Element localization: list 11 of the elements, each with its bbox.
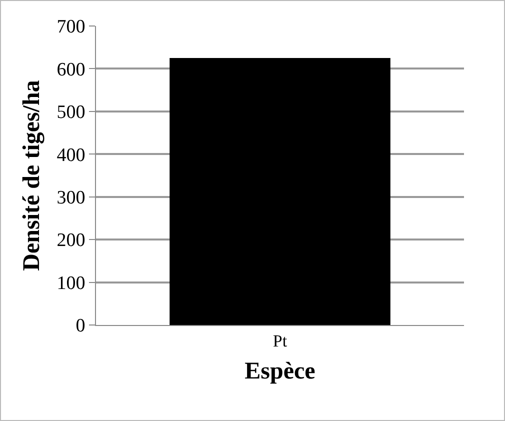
x-tick-label: Pt [272, 331, 288, 350]
y-tick-label: 0 [76, 316, 86, 337]
y-tick-label: 400 [56, 144, 86, 166]
x-axis-title: Espèce [244, 358, 316, 385]
y-tick-label: 500 [56, 102, 86, 124]
y-tick-label: 700 [56, 16, 86, 38]
y-axis-title: Densité de tiges/ha [18, 80, 45, 271]
y-tick-label: 300 [56, 188, 86, 209]
y-tick-label: 200 [56, 230, 86, 252]
y-tick-label: 100 [56, 272, 86, 294]
y-tick-label: 600 [56, 59, 86, 80]
